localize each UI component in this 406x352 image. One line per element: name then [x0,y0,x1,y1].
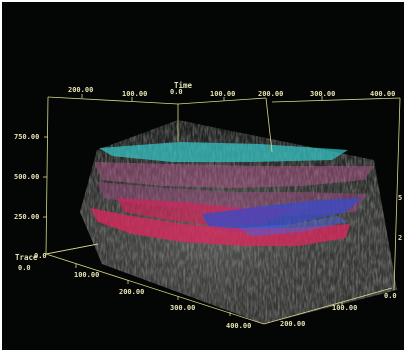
line-tick-label: 200.00 [280,320,305,328]
horizon-blue [202,198,362,232]
trace-axis-title: Trace [15,253,38,262]
bounding-box [45,96,401,325]
right-tick-label: 2 [398,234,402,242]
top-tick-label: 300.00 [310,90,335,98]
line-tick-label: 0.0 [384,292,397,300]
top-tick-label: 200.00 [258,90,283,98]
top-axis: 200.00 100.00 0.0 100.00 200.00 300.00 4… [68,81,395,98]
left-tick-label: 500.00 [14,173,39,181]
horizon-red-lower [90,208,350,246]
horizon-pink-upper [94,162,374,188]
right-tick-label: 5 [398,194,402,202]
trace-tick-label: 100.00 [74,271,99,279]
volume-viewport[interactable]: 200.00 100.00 0.0 100.00 200.00 300.00 4… [2,2,404,350]
trace-tick-label: 0.0 [18,264,31,272]
horizon-surfaces [90,142,374,246]
horizon-blue-sliver [238,216,348,236]
top-tick-label: 400.00 [370,90,395,98]
left-tick-label: 0.0 [34,252,47,260]
time-axis-title: Time [174,81,193,90]
left-tick-label: 750.00 [14,133,39,141]
right-axis: 5 2 [398,194,402,242]
horizon-cyan [99,142,348,162]
top-tick-label: 0.0 [170,88,183,96]
trace-tick-label: 300.00 [170,304,195,312]
line-axis: 200.00 100.00 0.0 [280,292,397,328]
line-tick-label: 100.00 [332,304,357,312]
trace-axis: 0.0 100.00 200.00 300.00 400.00 [18,264,251,330]
tick-marks [43,94,343,316]
top-tick-label: 100.00 [210,90,235,98]
left-axis: 750.00 500.00 250.00 0.0 Trace [14,133,47,262]
trace-tick-label: 200.00 [119,288,144,296]
top-tick-label: 200.00 [68,86,93,94]
top-tick-label: 100.00 [122,90,147,98]
volume-chart[interactable]: 200.00 100.00 0.0 100.00 200.00 300.00 4… [2,2,404,350]
left-tick-label: 250.00 [14,213,39,221]
trace-tick-label: 400.00 [226,322,251,330]
